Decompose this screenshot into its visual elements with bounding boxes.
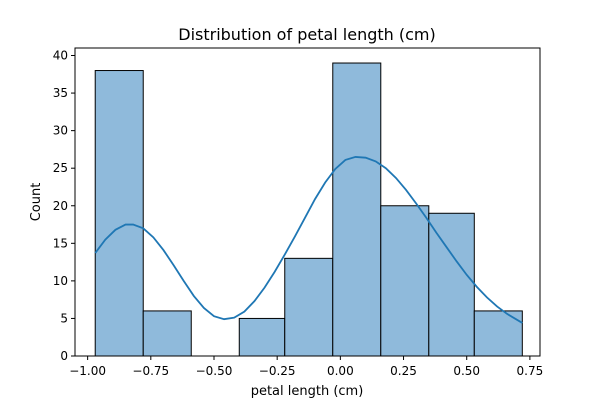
- x-tick-label: 0.75: [517, 364, 544, 378]
- x-tick-label: −1.00: [69, 364, 106, 378]
- x-tick-label: 0.00: [327, 364, 354, 378]
- plot-frame: [74, 47, 541, 357]
- chart-title: Distribution of petal length (cm): [178, 25, 436, 44]
- y-axis-ticks: 0 5 10 15 20 25 30 35 40: [53, 49, 75, 363]
- y-tick-label: 10: [53, 274, 68, 288]
- histogram-bar: [332, 62, 382, 357]
- y-tick-label: 5: [60, 311, 68, 325]
- histogram-bar: [142, 310, 192, 357]
- y-tick-label: 35: [53, 86, 68, 100]
- x-tick-label: −0.50: [196, 364, 233, 378]
- x-tick-label: −0.75: [132, 364, 169, 378]
- x-tick-label: 0.50: [453, 364, 480, 378]
- y-tick-label: 0: [60, 349, 68, 363]
- histogram-bar: [284, 257, 334, 357]
- y-tick-label: 25: [53, 161, 68, 175]
- x-axis-ticks: −1.00 −0.75 −0.50 −0.25 0.00 0.25 0.50 0.75: [69, 356, 543, 378]
- y-tick-label: 20: [53, 199, 68, 213]
- y-tick-label: 40: [53, 49, 68, 63]
- bars-group: [94, 62, 523, 357]
- y-tick-label: 30: [53, 124, 68, 138]
- histogram-bar: [238, 317, 286, 357]
- y-tick-label: 15: [53, 236, 68, 250]
- y-axis-label: Count: [29, 183, 44, 222]
- kde-line: [94, 156, 523, 324]
- histogram-bar: [380, 205, 430, 357]
- histogram-bar: [94, 70, 144, 357]
- histogram-bar: [428, 212, 475, 357]
- x-tick-label: −0.25: [259, 364, 296, 378]
- x-tick-label: 0.25: [390, 364, 417, 378]
- x-axis-label: petal length (cm): [251, 384, 364, 399]
